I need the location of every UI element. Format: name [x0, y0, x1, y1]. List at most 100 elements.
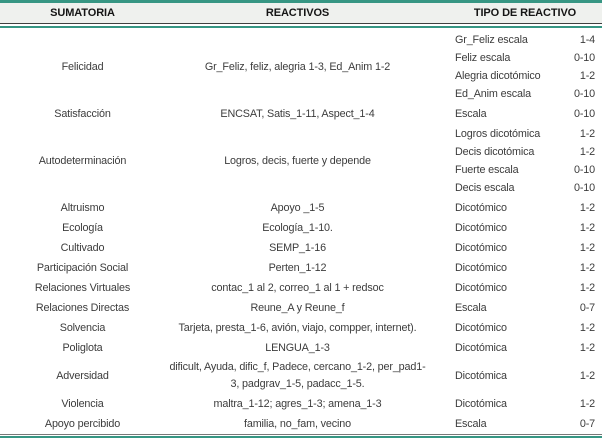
tipo-line: Ed_Anim escala 0-10: [455, 85, 595, 103]
reactivos-cell: SEMP_1-16: [269, 241, 326, 254]
table-row: Apoyo percibido familia, no_fam, vecino …: [0, 414, 602, 434]
tipo-name: Fuerte escala: [455, 164, 519, 176]
tipo-name: Dicotómico: [455, 282, 507, 294]
sumatoria-cell: Felicidad: [61, 60, 104, 73]
reactivos-cell: LENGUA_1-3: [265, 341, 330, 354]
tipo-range: 0-10: [573, 108, 595, 120]
tipo-line: Escala 0-7: [455, 415, 595, 433]
table-body: Felicidad Gr_Feliz, feliz, alegria 1-3, …: [0, 28, 602, 434]
tipo-range: 0-10: [573, 88, 595, 100]
reactivos-cell: Tarjeta, presta_1-6, avión, viajo, compp…: [178, 321, 417, 334]
table-row: Poliglota LENGUA_1-3 Dicotómica 1-2: [0, 338, 602, 358]
tipo-range: 1-2: [579, 242, 595, 254]
tipo-line: Dicotómico 1-2: [455, 279, 595, 297]
tipo-range: 1-2: [579, 202, 595, 214]
tipo-range: 1-2: [579, 146, 595, 158]
tipo-line: Alegria dicotómico 1-2: [455, 67, 595, 85]
tipo-range: 0-7: [579, 418, 595, 430]
sumatoria-cell: Cultivado: [60, 241, 105, 254]
reactivos-cell: Ecología_1-10.: [262, 221, 333, 234]
table-bottom-thin-rule: [0, 434, 602, 435]
column-header-reactivos: REACTIVOS: [265, 7, 330, 19]
tipo-cell: Dicotómica 1-2: [430, 395, 602, 413]
tipo-line: Dicotómica 1-2: [455, 395, 595, 413]
table-row: Relaciones Virtuales contac_1 al 2, corr…: [0, 278, 602, 298]
tipo-line: Dicotómico 1-2: [455, 199, 595, 217]
tipo-line: Dicotómico 1-2: [455, 219, 595, 237]
tipo-cell: Dicotómico 1-2: [430, 239, 602, 257]
table-header-row: SUMATORIA REACTIVOS TIPO DE REACTIVO: [0, 3, 602, 24]
column-header-sumatoria: SUMATORIA: [50, 7, 115, 19]
reactivos-cell: Apoyo _1-5: [270, 201, 325, 214]
tipo-line: Feliz escala 0-10: [455, 49, 595, 67]
tipo-cell: Dicotómico 1-2: [430, 219, 602, 237]
reactivos-cell: Perten_1-12: [268, 261, 327, 274]
bottom-rule-gap: [0, 435, 602, 436]
sumatoria-cell: Violencia: [61, 397, 104, 410]
tipo-name: Dicotómico: [455, 242, 507, 254]
table-top-rule: [0, 0, 602, 3]
tipo-cell: Gr_Feliz escala 1-4 Feliz escala 0-10 Al…: [430, 31, 602, 103]
tipo-cell: Escala 0-7: [430, 299, 602, 317]
tipo-name: Gr_Feliz escala: [455, 34, 528, 46]
table-row: Adversidad dificult, Ayuda, dific_f, Pad…: [0, 358, 602, 394]
reactivos-cell: familia, no_fam, vecino: [244, 417, 351, 430]
table-bottom-rule: [0, 436, 602, 438]
tipo-line: Dicotómico 1-2: [455, 259, 595, 277]
tipo-range: 0-7: [579, 302, 595, 314]
sumatoria-cell: Altruismo: [60, 201, 105, 214]
tipo-cell: Escala 0-7: [430, 415, 602, 433]
reactivos-cell: maltra_1-12; agres_1-3; amena_1-3: [213, 397, 382, 410]
tipo-line: Logros dicotómica 1-2: [455, 125, 595, 143]
tipo-name: Escala: [455, 108, 487, 120]
tipo-line: Dicotómico 1-2: [455, 239, 595, 257]
tipo-name: Alegria dicotómico: [455, 70, 541, 82]
tipo-range: 1-2: [579, 398, 595, 410]
tipo-range: 1-2: [579, 262, 595, 274]
tipo-name: Escala: [455, 302, 487, 314]
tipo-name: Logros dicotómica: [455, 128, 541, 140]
sumatoria-cell: Relaciones Virtuales: [34, 281, 131, 294]
tipo-line: Gr_Feliz escala 1-4: [455, 31, 595, 49]
tipo-range: 1-2: [579, 128, 595, 140]
tipo-range: 1-2: [579, 370, 595, 382]
reactivos-cell: dificult, Ayuda, dific_f, Padece, cercan…: [169, 361, 426, 390]
tipo-name: Ed_Anim escala: [455, 88, 531, 100]
header-rule-gap: [0, 24, 602, 26]
tipo-range: 1-2: [579, 322, 595, 334]
tipo-name: Dicotómica: [455, 370, 507, 382]
tipo-name: Dicotómico: [455, 222, 507, 234]
tipo-name: Dicotómico: [455, 202, 507, 214]
table-row: Relaciones Directas Reune_A y Reune_f Es…: [0, 298, 602, 318]
tipo-line: Escala 0-10: [455, 105, 595, 123]
tipo-name: Dicotómica: [455, 398, 507, 410]
table-row: Participación Social Perten_1-12 Dicotóm…: [0, 258, 602, 278]
sumatoria-cell: Autodeterminación: [38, 154, 127, 167]
tipo-line: Escala 0-7: [455, 299, 595, 317]
tipo-name: Dicotómica: [455, 342, 507, 354]
tipo-range: 1-4: [579, 34, 595, 46]
tipo-range: 0-10: [573, 164, 595, 176]
tipo-name: Dicotómico: [455, 262, 507, 274]
sumatoria-cell: Apoyo percibido: [44, 417, 121, 430]
table-row: Cultivado SEMP_1-16 Dicotómico 1-2: [0, 238, 602, 258]
table-row: Ecología Ecología_1-10. Dicotómico 1-2: [0, 218, 602, 238]
table-row: Felicidad Gr_Feliz, feliz, alegria 1-3, …: [0, 30, 602, 104]
sumatoria-cell: Adversidad: [56, 369, 109, 382]
tipo-range: 1-2: [579, 222, 595, 234]
tipo-cell: Escala 0-10: [430, 105, 602, 123]
tipo-range: 1-2: [579, 282, 595, 294]
tipo-cell: Dicotómica 1-2: [430, 339, 602, 357]
column-header-tipo-de-reactivo: TIPO DE REACTIVO: [473, 7, 577, 19]
table-row: Autodeterminación Logros, decis, fuerte …: [0, 124, 602, 198]
tipo-name: Decis dicotómica: [455, 146, 535, 158]
tipo-range: 1-2: [579, 70, 595, 82]
tipo-name: Dicotómico: [455, 322, 507, 334]
reactivos-cell: Reune_A y Reune_f: [250, 301, 345, 314]
reactivos-cell: contac_1 al 2, correo_1 al 1 + redsoc: [211, 281, 384, 294]
table-row: Solvencia Tarjeta, presta_1-6, avión, vi…: [0, 318, 602, 338]
tipo-line: Decis escala 0-10: [455, 179, 595, 197]
tipo-name: Feliz escala: [455, 52, 511, 64]
tipo-cell: Dicotómica 1-2: [430, 359, 602, 393]
tipo-cell: Logros dicotómica 1-2 Decis dicotómica 1…: [430, 125, 602, 197]
